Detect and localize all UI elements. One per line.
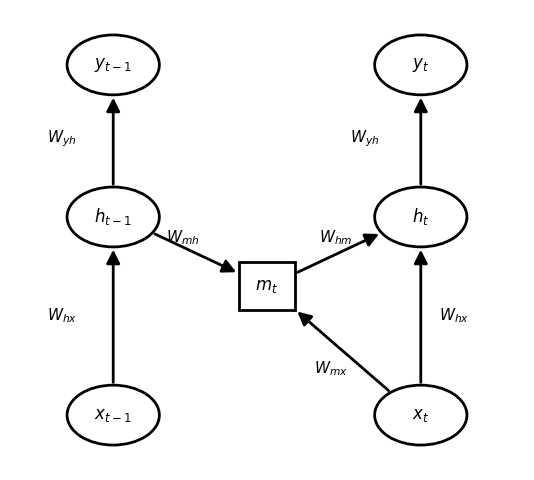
Text: $W_{yh}$: $W_{yh}$ [350, 128, 379, 149]
Text: $W_{mx}$: $W_{mx}$ [314, 360, 348, 378]
Ellipse shape [375, 35, 467, 95]
Text: $W_{hx}$: $W_{hx}$ [47, 307, 77, 325]
Ellipse shape [375, 187, 467, 247]
Ellipse shape [67, 35, 159, 95]
Text: $h_{t-1}$: $h_{t-1}$ [95, 206, 132, 228]
Text: $x_t$: $x_t$ [412, 406, 429, 424]
Text: $W_{hx}$: $W_{hx}$ [439, 307, 469, 325]
Text: $W_{hm}$: $W_{hm}$ [319, 228, 353, 247]
Text: $x_{t-1}$: $x_{t-1}$ [95, 406, 132, 424]
FancyBboxPatch shape [239, 262, 295, 310]
Ellipse shape [67, 385, 159, 445]
Text: $m_t$: $m_t$ [255, 277, 279, 295]
Text: $h_t$: $h_t$ [412, 206, 429, 228]
Text: $W_{yh}$: $W_{yh}$ [47, 128, 77, 149]
Text: $y_{t-1}$: $y_{t-1}$ [95, 56, 132, 74]
Text: $y_t$: $y_t$ [412, 56, 429, 74]
Ellipse shape [375, 385, 467, 445]
Ellipse shape [67, 187, 159, 247]
Text: $W_{mh}$: $W_{mh}$ [166, 228, 199, 247]
